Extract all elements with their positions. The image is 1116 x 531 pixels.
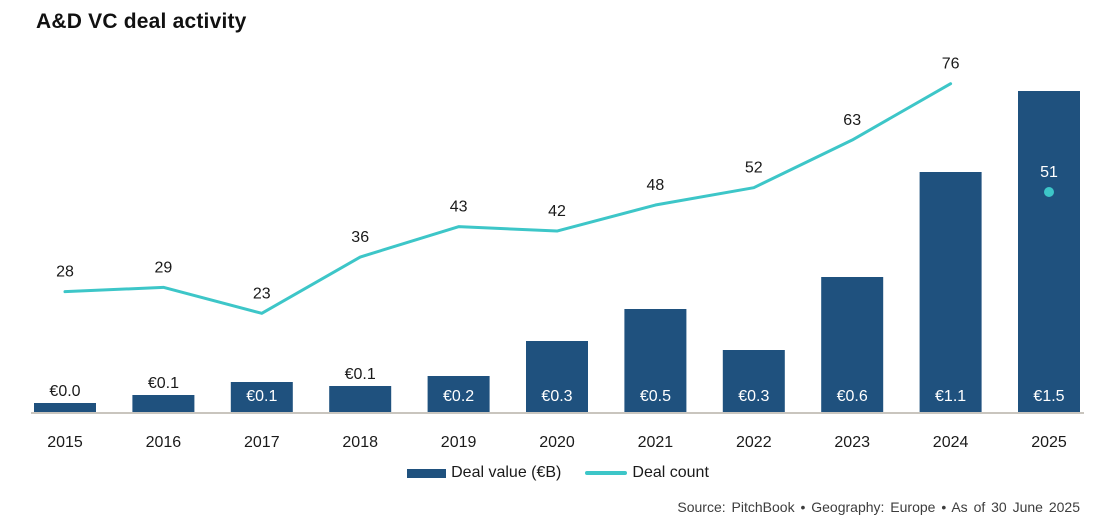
deal-count-line [63,82,953,315]
deal-value-bar-2025 [1018,91,1080,412]
x-tick-2022: 2022 [736,434,772,451]
x-tick-2020: 2020 [539,434,575,451]
x-tick-2015: 2015 [47,434,83,451]
deal-value-bar-2023 [821,277,884,412]
deal-value-label-2019: €0.2 [443,388,474,405]
deal-value-label-2016: €0.1 [148,375,179,392]
deal-value-label-2017: €0.1 [246,388,277,405]
deal-value-bar-2024 [919,172,982,412]
deal-count-label-2015: 28 [56,264,74,281]
deal-count-label-2020: 42 [548,203,566,220]
deal-count-label-2016: 29 [155,259,173,276]
legend-item-deal-value: Deal value (€B) [407,464,561,482]
legend-label-deal-count: Deal count [632,464,709,481]
x-tick-2023: 2023 [834,434,870,451]
deal-value-bar-2016 [132,395,195,412]
deal-count-label-2024: 76 [942,56,960,73]
x-tick-2019: 2019 [441,434,477,451]
deal-count-label-2025: 51 [1040,164,1058,181]
deal-count-label-2019: 43 [450,199,468,216]
deal-value-bar-2019 [427,376,490,412]
deal-value-bar-2020 [526,341,588,412]
chart-legend: Deal value (€B) Deal count [0,464,1116,482]
deal-value-swatch-icon [407,468,447,478]
x-tick-2018: 2018 [342,434,378,451]
deal-value-bar-2022 [722,350,785,412]
deal-count-label-2022: 52 [745,160,763,177]
deal-value-bar-2021 [624,309,687,412]
deal-count-marker-2025 [1044,187,1054,198]
deal-value-label-2015: €0.0 [49,383,80,400]
deal-value-bar-2018 [329,386,392,412]
deal-count-label-2021: 48 [647,177,665,194]
deal-value-bar-2015 [34,403,96,412]
legend-label-deal-value: Deal value (€B) [451,464,562,481]
deal-value-label-2018: €0.1 [345,366,376,383]
deal-value-label-2021: €0.5 [640,388,671,405]
deal-value-label-2020: €0.3 [541,388,572,405]
deal-count-label-2018: 36 [351,229,369,246]
x-tick-2021: 2021 [638,434,674,451]
x-tick-2024: 2024 [933,434,969,451]
deal-count-label-2023: 63 [843,112,861,129]
deal-value-label-2023: €0.6 [837,388,868,405]
source-attribution: Source: PitchBook • Geography: Europe • … [677,499,1080,515]
legend-item-deal-count: Deal count [585,464,709,482]
deal-value-label-2024: €1.1 [935,388,966,405]
deal-value-label-2025: €1.5 [1033,388,1064,405]
x-tick-2025: 2025 [1031,434,1067,451]
deal-count-swatch-icon [585,471,628,475]
x-tick-2017: 2017 [244,434,280,451]
deal-value-bar-2017 [230,382,293,412]
chart-title: A&D VC deal activity [36,10,247,33]
deal-value-label-2022: €0.3 [738,388,769,405]
deal-count-label-2017: 23 [253,285,271,302]
x-tick-2016: 2016 [146,434,182,451]
